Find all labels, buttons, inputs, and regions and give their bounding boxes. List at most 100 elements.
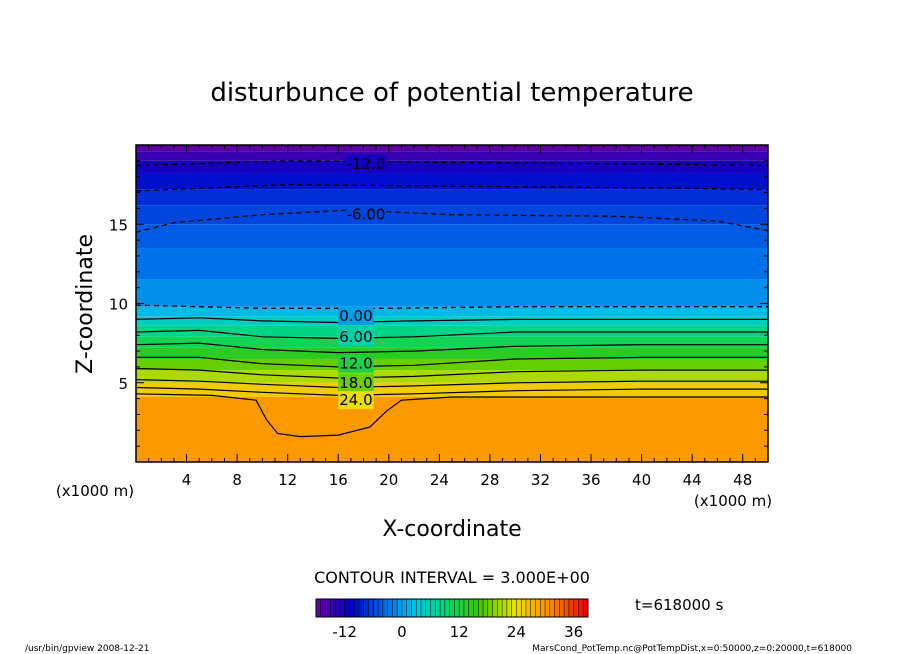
contour-label-bg — [345, 205, 387, 224]
colorbar-tick-label: 0 — [397, 623, 407, 641]
x-tick-label: 4 — [182, 471, 192, 489]
colorbar-cell — [483, 599, 489, 617]
colorbar-cell — [530, 599, 537, 617]
colorbar-cell — [382, 599, 389, 617]
colorbar-cell — [478, 599, 484, 617]
colorbar-cell — [416, 599, 422, 617]
chart-title: disturbunce of potential temperature — [210, 78, 693, 108]
contour-line — [136, 393, 768, 438]
x-unit-label: (x1000 m) — [694, 492, 772, 510]
colorbar-tick-label: 12 — [450, 623, 469, 641]
contour-line — [136, 317, 768, 324]
colorbar-cell — [511, 599, 517, 617]
y-tick-label: 5 — [118, 375, 128, 393]
x-tick-label: 36 — [581, 471, 600, 489]
x-tick-label: 24 — [430, 471, 449, 489]
x-tick-label: 44 — [683, 471, 702, 489]
colorbar-cell — [316, 599, 322, 617]
colorbar-cell — [525, 599, 532, 617]
x-tick-label: 20 — [379, 471, 398, 489]
colorbar-cell — [487, 599, 494, 617]
y-tick-label: 10 — [109, 296, 128, 314]
colorbar-cell — [339, 599, 346, 617]
colorbar-cell — [430, 599, 436, 617]
contour-label: 6.00 — [339, 328, 372, 346]
colorbar-cell — [354, 599, 360, 617]
contour-line — [136, 329, 768, 340]
colorbar-cell — [549, 599, 556, 617]
heatmap-band — [136, 248, 768, 280]
x-tick-label: 12 — [278, 471, 297, 489]
colorbar-cell — [497, 599, 503, 617]
colorbar-cell — [363, 599, 369, 617]
contour-label-bg — [345, 155, 387, 174]
contour-interval-text: CONTOUR INTERVAL = 3.000E+00 — [314, 568, 590, 587]
contour-label-bg — [338, 373, 374, 392]
colorbar-cell — [392, 599, 398, 617]
x-tick-label: 40 — [632, 471, 651, 489]
heatmap-band — [136, 151, 768, 161]
colorbar-cell — [387, 599, 393, 617]
contour-line — [136, 379, 768, 389]
y-axis-label: Z-coordinate — [73, 234, 98, 374]
contour-label: 12.0 — [339, 355, 372, 373]
colorbar-cell — [502, 599, 508, 617]
colorbar-cell — [559, 599, 565, 617]
colorbar-tick-label: 36 — [564, 623, 583, 641]
colorbar-cell — [401, 599, 408, 617]
plot-area — [136, 145, 768, 462]
time-label: t=618000 s — [635, 596, 723, 614]
x-tick-label: 16 — [329, 471, 348, 489]
colorbar-cell — [397, 599, 403, 617]
colorbar-cell — [516, 599, 522, 617]
colorbar-cell — [540, 599, 546, 617]
contour-label: 18.0 — [339, 374, 372, 392]
heatmap-band — [136, 370, 768, 383]
colorbar-cell — [449, 599, 455, 617]
heatmap-band — [136, 347, 768, 359]
contour-lines — [136, 160, 768, 438]
colorbar-cell — [459, 599, 465, 617]
colorbar-cell — [406, 599, 412, 617]
colorbar-cell — [463, 599, 470, 617]
x-tick-label: 32 — [531, 471, 550, 489]
colorbar-cell — [454, 599, 460, 617]
contour-label: 24.0 — [339, 391, 372, 409]
x-tick-label: 48 — [733, 471, 752, 489]
colorbar-cell — [335, 599, 341, 617]
x-axis-ticks: 4 8 12 16 20 24 28 32 36 40 44 48 — [148, 145, 756, 489]
contour-label-bg — [338, 327, 374, 346]
colorbar-cell — [349, 599, 355, 617]
heatmap-band — [136, 173, 768, 190]
contour-label-bg — [338, 307, 374, 326]
footer-left: /usr/bin/gpview 2008-12-21 — [25, 644, 149, 654]
colorbar-cell — [344, 599, 350, 617]
contour-label-bg — [338, 391, 374, 410]
colorbar-cell — [440, 599, 446, 617]
footer-right: MarsCond_PotTemp.nc@PotTempDist,x=0:5000… — [532, 644, 852, 654]
y-tick-label: 15 — [109, 216, 128, 234]
colorbar-cell — [468, 599, 474, 617]
colorbar-cell — [435, 599, 441, 617]
x-axis-label: X-coordinate — [382, 517, 521, 542]
heatmap-band — [136, 336, 768, 348]
colorbar-cell — [506, 599, 513, 617]
heatmap-band — [136, 279, 768, 307]
contour-label-bg — [338, 354, 374, 373]
colorbar-cell — [492, 599, 498, 617]
colorbar-cell — [325, 599, 331, 617]
contour-line — [136, 342, 768, 354]
x-tick-label: 8 — [232, 471, 242, 489]
colorbar-cell — [578, 599, 584, 617]
colorbar-ticks: -12 0 12 24 36 — [332, 623, 583, 641]
colorbar-tick-label: 24 — [507, 623, 526, 641]
contour-line — [136, 160, 768, 167]
colorbar-cell — [368, 599, 374, 617]
contour-label: -12.0 — [347, 155, 386, 173]
x-tick-label: 28 — [480, 471, 499, 489]
colorbar-tick-label: -12 — [332, 623, 357, 641]
colorbar-cell — [411, 599, 417, 617]
colorbar-cell — [330, 599, 336, 617]
colorbar-cell — [425, 599, 432, 617]
contour-line — [136, 367, 768, 379]
